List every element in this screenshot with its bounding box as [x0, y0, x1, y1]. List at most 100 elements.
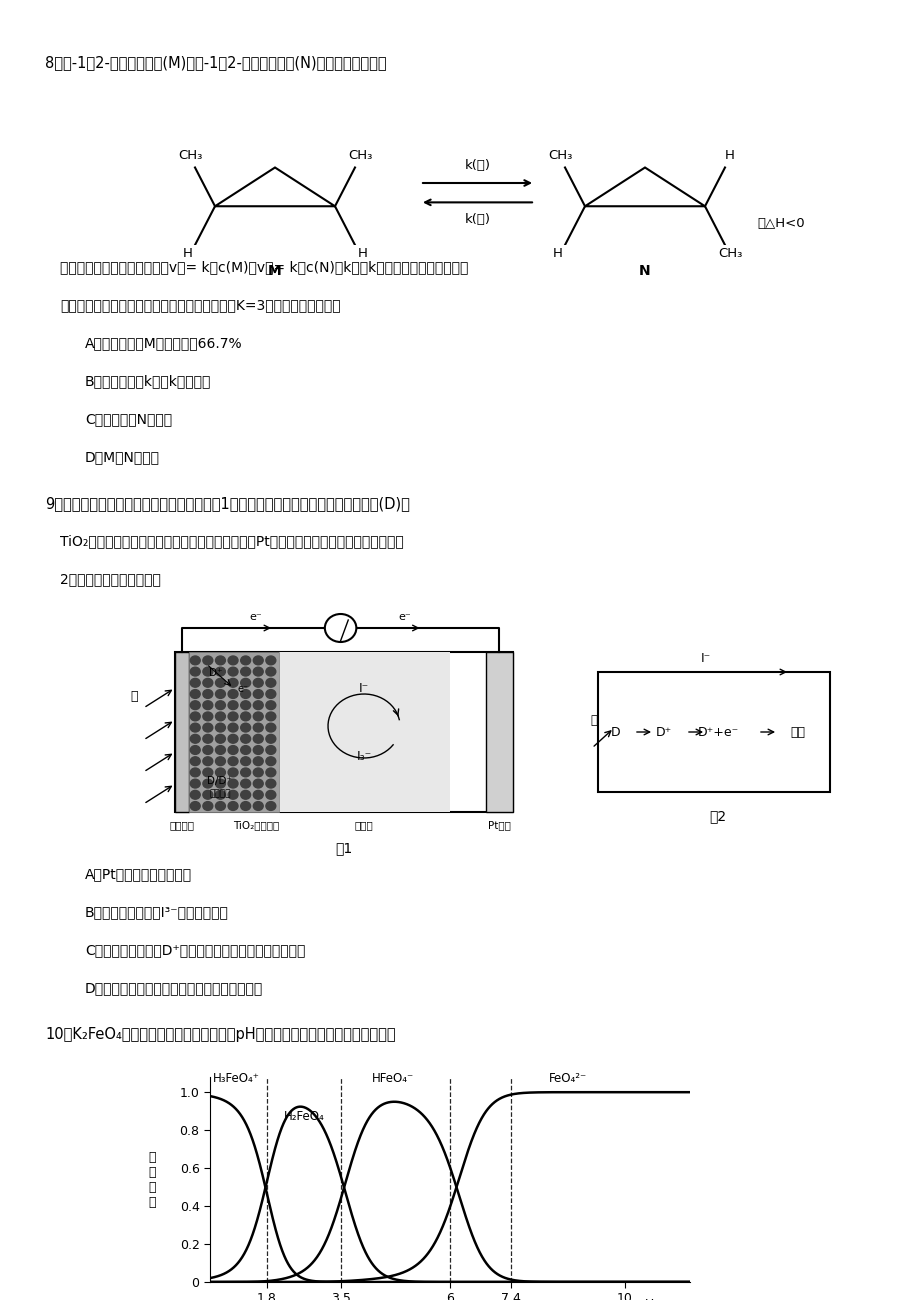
Bar	[278, 653, 449, 812]
Text: 2所示。下列说法错误的是: 2所示。下列说法错误的是	[60, 572, 161, 586]
Text: ，△H<0: ，△H<0	[756, 217, 804, 230]
Circle shape	[203, 802, 212, 810]
Circle shape	[228, 723, 238, 732]
Circle shape	[228, 779, 238, 788]
Text: D．M比N更稳定: D．M比N更稳定	[85, 450, 160, 464]
Text: N: N	[639, 264, 650, 278]
Circle shape	[241, 790, 250, 800]
Circle shape	[215, 802, 225, 810]
Circle shape	[253, 779, 263, 788]
Text: CH₃: CH₃	[717, 247, 742, 260]
Circle shape	[215, 656, 225, 664]
Circle shape	[241, 757, 250, 766]
Circle shape	[253, 790, 263, 800]
Circle shape	[190, 656, 200, 664]
Text: H: H	[552, 247, 562, 260]
Text: FeO₄²⁻: FeO₄²⁻	[548, 1071, 586, 1084]
Text: 分
布
分
数: 分 布 分 数	[149, 1150, 156, 1209]
Text: A．该温度下，M的转化率为66.7%: A．该温度下，M的转化率为66.7%	[85, 335, 243, 350]
Circle shape	[215, 667, 225, 676]
Circle shape	[228, 746, 238, 754]
Circle shape	[266, 712, 276, 720]
Circle shape	[228, 679, 238, 688]
Circle shape	[215, 734, 225, 744]
Circle shape	[203, 734, 212, 744]
Circle shape	[266, 679, 276, 688]
Circle shape	[203, 656, 212, 664]
Circle shape	[266, 802, 276, 810]
Bar	[188, 653, 278, 812]
Circle shape	[241, 667, 250, 676]
Circle shape	[203, 712, 212, 720]
Circle shape	[190, 757, 200, 766]
Circle shape	[190, 701, 200, 710]
Circle shape	[215, 768, 225, 777]
Circle shape	[253, 667, 263, 676]
Text: e⁻: e⁻	[398, 612, 411, 621]
Circle shape	[228, 667, 238, 676]
Text: H: H	[724, 148, 734, 161]
Text: k(正): k(正)	[464, 159, 490, 172]
Text: HFeO₄⁻: HFeO₄⁻	[372, 1071, 414, 1084]
Circle shape	[190, 746, 200, 754]
Circle shape	[203, 790, 212, 800]
Circle shape	[253, 656, 263, 664]
Circle shape	[241, 746, 250, 754]
Circle shape	[241, 701, 250, 710]
Circle shape	[203, 779, 212, 788]
Circle shape	[241, 734, 250, 744]
Circle shape	[228, 734, 238, 744]
Text: D⁺: D⁺	[655, 725, 672, 738]
Circle shape	[190, 679, 200, 688]
Text: Pt电极: Pt电极	[487, 820, 510, 829]
Circle shape	[203, 679, 212, 688]
Circle shape	[266, 768, 276, 777]
Circle shape	[215, 723, 225, 732]
Circle shape	[215, 757, 225, 766]
Circle shape	[215, 701, 225, 710]
Circle shape	[253, 768, 263, 777]
Text: e⁻: e⁻	[249, 612, 262, 621]
Circle shape	[241, 768, 250, 777]
Circle shape	[190, 723, 200, 732]
Text: CH₃: CH₃	[177, 148, 202, 161]
Circle shape	[266, 734, 276, 744]
Text: H₂FeO₄: H₂FeO₄	[283, 1110, 323, 1123]
Circle shape	[190, 712, 200, 720]
Circle shape	[203, 746, 212, 754]
Circle shape	[241, 712, 250, 720]
Circle shape	[190, 734, 200, 744]
Text: TiO₂纳米晶体: TiO₂纳米晶体	[233, 820, 278, 829]
Circle shape	[241, 656, 250, 664]
Circle shape	[241, 679, 250, 688]
Circle shape	[215, 790, 225, 800]
Text: pH: pH	[637, 1299, 654, 1300]
Circle shape	[190, 802, 200, 810]
Text: M: M	[267, 264, 281, 278]
Circle shape	[266, 779, 276, 788]
Circle shape	[215, 746, 225, 754]
Circle shape	[253, 701, 263, 710]
Text: H: H	[357, 247, 367, 260]
Circle shape	[241, 802, 250, 810]
Circle shape	[253, 746, 263, 754]
Text: 光敏染料: 光敏染料	[209, 789, 231, 798]
Text: 导电玻璃: 导电玻璃	[169, 820, 194, 829]
Text: 8．順-1，2-二甲基环丙烷(M)和反-1，2-二甲基环丙烷(N)可发生如下转化：: 8．順-1，2-二甲基环丙烷(M)和反-1，2-二甲基环丙烷(N)可发生如下转化…	[45, 55, 386, 70]
Bar	[485, 653, 512, 812]
Circle shape	[203, 723, 212, 732]
Text: 电解液: 电解液	[354, 820, 373, 829]
Circle shape	[228, 701, 238, 710]
Circle shape	[241, 723, 250, 732]
Circle shape	[253, 723, 263, 732]
Circle shape	[215, 712, 225, 720]
Text: 光: 光	[130, 690, 138, 703]
Circle shape	[266, 656, 276, 664]
Circle shape	[266, 757, 276, 766]
Circle shape	[215, 779, 225, 788]
Circle shape	[228, 790, 238, 800]
Circle shape	[266, 746, 276, 754]
Circle shape	[253, 734, 263, 744]
Bar	[597, 672, 829, 792]
Text: D⁺: D⁺	[209, 668, 222, 679]
